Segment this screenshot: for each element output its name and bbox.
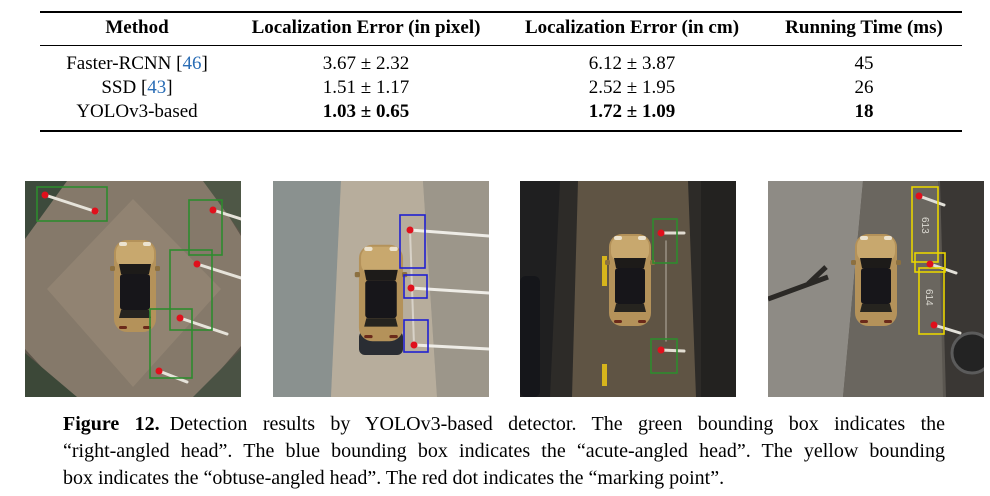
header-running-time: Running Time (ms) — [785, 17, 943, 38]
method-cell: SSD [43] — [40, 76, 234, 100]
detection-image-1 — [25, 181, 241, 397]
header-localization-error-pixel: Localization Error (in pixel) — [251, 17, 481, 38]
slot-number-label: 613 — [919, 217, 930, 234]
marking-point — [41, 191, 49, 199]
method-cell: YOLOv3-based — [40, 100, 234, 124]
citation-bracket: ] — [166, 77, 173, 98]
marking-point — [930, 321, 938, 329]
parked-car — [520, 276, 540, 397]
car — [110, 240, 160, 332]
ground-corner — [193, 349, 241, 397]
caption-line: box indicates the “obtuse-angled head”. … — [63, 467, 725, 489]
bounding-box-right-angled-head — [650, 338, 678, 374]
marking-point — [407, 284, 415, 292]
ground-corner — [25, 181, 67, 239]
yellow-lane-marking — [602, 256, 607, 286]
yellow-lane-marking — [602, 364, 607, 386]
parked-car-wheel — [950, 331, 984, 375]
pedestrian-shadow — [768, 265, 829, 302]
bounding-box-right-angled-head — [169, 249, 213, 331]
bounding-box-acute-angled-head — [399, 214, 426, 269]
detection-image-3 — [520, 181, 736, 397]
marking-point — [193, 260, 201, 268]
bounding-box-acute-angled-head — [403, 319, 429, 353]
slot-number-label: 614 — [923, 289, 934, 306]
pavement-left — [768, 181, 863, 397]
parking-lines — [43, 193, 241, 384]
header-localization-error-cm: Localization Error (in cm) — [524, 17, 740, 38]
detection-image-2-canvas — [273, 181, 489, 397]
bounding-box-obtuse-angled-head — [918, 267, 945, 335]
wall-left — [273, 181, 341, 397]
marking-point — [657, 229, 665, 237]
table-header-row: Method Localization Error (in pixel) Loc… — [40, 12, 962, 44]
localization-error-cm-cell: 1.72 ± 1.09 — [588, 101, 676, 122]
header-method: Method — [105, 17, 169, 38]
bounding-box-right-angled-head — [149, 308, 193, 379]
citation-bracket: ] — [201, 53, 208, 74]
table-row: YOLOv3-based 1.03 ± 0.65 1.72 ± 1.09 18 — [40, 100, 962, 124]
marking-point — [176, 314, 184, 322]
ground-corner — [25, 353, 77, 397]
citation-link[interactable]: 46 — [182, 53, 202, 74]
localization-error-pixel-cell: 1.51 ± 1.17 — [322, 77, 410, 98]
table-bottom-rule — [40, 130, 962, 132]
localization-error-pixel-cell: 3.67 ± 2.32 — [322, 53, 410, 74]
localization-error-pixel-cell: 1.03 ± 0.65 — [322, 101, 410, 122]
table-top-rule — [40, 11, 962, 13]
localization-error-cm-cell: 6.12 ± 3.87 — [588, 53, 676, 74]
running-time-cell: 18 — [854, 101, 874, 122]
marking-point — [926, 260, 934, 268]
detection-image-3-canvas — [520, 181, 736, 397]
detection-image-1-canvas — [25, 181, 241, 397]
figure-caption: Figure 12. Detection results by YOLOv3-ba… — [63, 411, 945, 492]
bounding-box-obtuse-angled-head — [911, 186, 939, 263]
marking-point — [155, 367, 163, 375]
running-time-cell: 26 — [854, 77, 874, 98]
method-name: YOLOv3-based — [76, 101, 198, 122]
method-name: Faster-RCNN [ — [66, 53, 183, 74]
marking-point — [406, 226, 414, 234]
table-row: Faster-RCNN [46] 3.67 ± 2.32 6.12 ± 3.87… — [40, 52, 962, 76]
detection-image-4: 613 614 — [768, 181, 984, 397]
bounding-box-right-angled-head — [652, 218, 678, 264]
table-row: SSD [43] 1.51 ± 1.17 2.52 ± 1.95 26 — [40, 76, 962, 100]
caption-text: Detection results by YOLOv3-based detect… — [169, 413, 946, 435]
marking-point — [657, 346, 665, 354]
marking-point — [209, 206, 217, 214]
detection-image-4-canvas: 613 614 — [768, 181, 984, 397]
method-name: SSD [ — [101, 77, 148, 98]
running-time-cell: 45 — [854, 53, 874, 74]
caption-line: Figure 12. Detection results by YOLOv3-ba… — [63, 411, 945, 438]
bounding-box-obtuse-angled-head — [914, 252, 946, 273]
detection-image-2 — [273, 181, 489, 397]
marking-point — [410, 341, 418, 349]
table-header-rule — [40, 44, 962, 46]
bounding-box-acute-angled-head — [403, 274, 428, 299]
bounding-box-right-angled-head — [36, 186, 108, 222]
bounding-box-right-angled-head — [188, 199, 223, 256]
method-cell: Faster-RCNN [46] — [40, 52, 234, 76]
marking-point — [915, 192, 923, 200]
parking-lines — [659, 231, 686, 353]
caption-line: “right-angled head”. The blue bounding b… — [63, 440, 945, 462]
citation-link[interactable]: 43 — [147, 77, 167, 98]
car — [605, 234, 655, 326]
marking-point — [91, 207, 99, 215]
localization-error-cm-cell: 2.52 ± 1.95 — [588, 77, 676, 98]
ground-right — [701, 181, 736, 397]
figure-label: Figure 12. — [63, 413, 160, 435]
car — [851, 234, 901, 326]
